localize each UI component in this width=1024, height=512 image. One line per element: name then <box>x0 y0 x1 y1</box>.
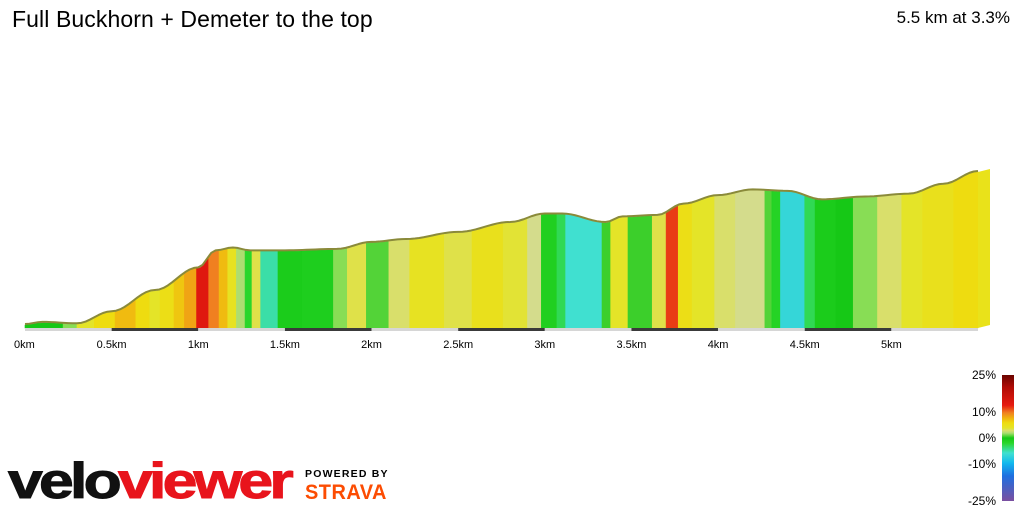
distance-tick-labels: 0km 0.5km 1km 1.5km 2km 2.5km 3km 3.5km 4km 4.5km… <box>14 339 902 351</box>
gradient-segment-46 <box>835 197 854 329</box>
distance-band-0 <box>25 328 112 331</box>
legend-tick-label: -10% <box>968 457 996 471</box>
distance-band-3 <box>284 328 372 331</box>
strava-logo: STRAVA <box>305 481 387 504</box>
distance-band-4 <box>371 328 459 331</box>
profile-end-face <box>978 169 990 328</box>
gradient-segments <box>24 169 990 329</box>
distance-band-2 <box>198 328 285 331</box>
distance-band-8 <box>718 328 805 331</box>
gradient-segment-1 <box>62 323 78 329</box>
x-tick-label: 1.5km <box>270 339 300 351</box>
x-tick-label: 2.5km <box>443 339 473 351</box>
x-tick-label: 2km <box>361 339 382 351</box>
gradient-segment-11 <box>208 250 220 329</box>
gradient-segment-34 <box>627 215 653 329</box>
gradient-segment-13 <box>227 248 237 329</box>
x-tick-label: 3km <box>534 339 555 351</box>
gradient-segment-29 <box>541 214 558 329</box>
gradient-segment-22 <box>366 241 390 329</box>
gradient-segment-35 <box>651 212 667 329</box>
x-tick-label: 1km <box>188 339 209 351</box>
gradient-segment-18 <box>277 250 303 329</box>
elevation-profile-chart: 0km 0.5km 1km 1.5km 2km 2.5km 3km 3.5km 4km 4.5km… <box>14 169 990 351</box>
gradient-segment-9 <box>184 268 197 329</box>
gradient-segment-47 <box>852 196 878 329</box>
gradient-segment-8 <box>173 273 185 329</box>
gradient-segment-15 <box>244 250 253 329</box>
legend-tick-label: 25% <box>972 368 996 382</box>
x-tick-label: 0.5km <box>97 339 127 351</box>
powered-by-label: POWERED BY <box>305 468 389 480</box>
x-tick-label: 4km <box>708 339 729 351</box>
legend-tick-label: 10% <box>972 405 996 419</box>
gradient-segment-20 <box>333 248 348 329</box>
x-tick-label: 3.5km <box>616 339 646 351</box>
gradient-segment-26 <box>471 223 504 329</box>
gradient-segment-16 <box>251 251 261 329</box>
gradient-segment-17 <box>260 251 279 329</box>
veloviewer-logo: velo viewer <box>8 453 297 509</box>
gradient-segment-25 <box>444 230 473 329</box>
gradient-segment-28 <box>527 214 542 329</box>
gradient-segment-49 <box>901 190 923 329</box>
gradient-segment-44 <box>804 195 816 329</box>
distance-band-7 <box>631 328 719 331</box>
distance-band-1 <box>111 328 199 331</box>
gradient-segment-39 <box>714 192 736 329</box>
gradient-segment-33 <box>610 216 629 329</box>
gradient-segment-32 <box>601 221 611 329</box>
elevation-outline <box>24 170 979 325</box>
gradient-segment-50 <box>922 181 955 329</box>
distance-axis-bar <box>25 328 978 331</box>
gradient-segment-6 <box>149 289 161 329</box>
gradient-segment-14 <box>236 248 246 329</box>
legend-tick-label: 0% <box>979 431 997 445</box>
gradient-segment-19 <box>301 249 334 329</box>
gradient-segment-21 <box>346 242 367 329</box>
distance-band-10 <box>891 328 978 331</box>
gradient-segment-12 <box>218 248 229 329</box>
gradient-segment-36 <box>665 205 679 329</box>
segment-summary: 5.5 km at 3.3% <box>896 8 1010 27</box>
gradient-segment-3 <box>94 311 116 329</box>
gradient-segment-40 <box>735 190 766 329</box>
gradient-segment-38 <box>691 195 715 329</box>
legend-tick-label: -25% <box>968 494 996 508</box>
gradient-segment-31 <box>565 214 603 329</box>
page-title: Full Buckhorn + Demeter to the top <box>12 6 373 32</box>
distance-band-9 <box>804 328 892 331</box>
x-tick-label: 5km <box>881 339 902 351</box>
gradient-segment-4 <box>114 299 137 329</box>
gradient-segment-51 <box>953 171 979 329</box>
gradient-segment-42 <box>771 190 781 329</box>
distance-band-5 <box>458 328 545 331</box>
gradient-segment-45 <box>814 199 837 329</box>
gradient-segment-43 <box>780 191 806 329</box>
gradient-color-legend: 25% 10% 0% -10% -25% <box>968 368 1014 508</box>
gradient-segment-41 <box>764 190 773 329</box>
distance-band-6 <box>544 328 632 331</box>
gradient-legend-bar <box>1002 375 1014 501</box>
gradient-segment-37 <box>677 202 693 329</box>
gradient-segment-24 <box>409 233 445 329</box>
gradient-segment-30 <box>556 214 566 329</box>
gradient-segment-23 <box>388 239 410 329</box>
x-tick-label: 0km <box>14 339 35 351</box>
gradient-segment-48 <box>877 194 903 329</box>
gradient-segment-27 <box>502 218 528 329</box>
x-tick-label: 4.5km <box>790 339 820 351</box>
